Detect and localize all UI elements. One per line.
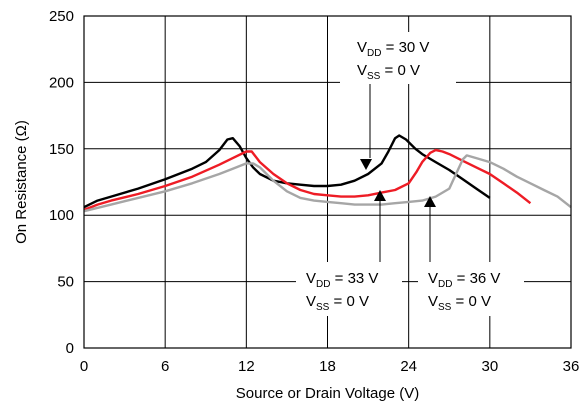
x-tick-label: 12 xyxy=(238,358,255,375)
annotation-background xyxy=(418,262,524,316)
annotation-arrowhead xyxy=(374,190,386,201)
y-tick-label: 100 xyxy=(49,207,74,224)
y-tick-label: 150 xyxy=(49,141,74,158)
annotation-label: VDD = 30 V xyxy=(357,39,429,59)
x-axis-label: Source or Drain Voltage (V) xyxy=(236,385,419,402)
y-tick-label: 0 xyxy=(66,340,74,357)
annotation-background xyxy=(296,262,402,316)
annotation-arrowhead xyxy=(360,159,372,170)
x-tick-label: 30 xyxy=(481,358,498,375)
y-tick-label: 250 xyxy=(49,8,74,25)
annotation-3: VDD = 36 V VSS = 0 V xyxy=(418,196,524,316)
annotation-label: VSS = 0 V xyxy=(428,293,491,313)
tick-labels: 0 6 12 18 24 30 36 0 50 100 150 200 250 xyxy=(49,8,579,375)
plot-frame xyxy=(83,15,572,349)
series-lines xyxy=(83,134,572,213)
y-axis-label: On Resistance (Ω) xyxy=(13,120,30,244)
annotation-arrowhead xyxy=(424,196,436,207)
series-line-2 xyxy=(83,148,532,212)
annotation-1: VDD = 30 V VSS = 0 V xyxy=(340,32,456,170)
x-tick-label: 6 xyxy=(161,358,169,375)
x-tick-label: 36 xyxy=(563,358,580,375)
series-line-3 xyxy=(83,154,572,213)
annotation-label: VDD = 33 V xyxy=(306,270,378,290)
y-tick-label: 200 xyxy=(49,74,74,91)
annotation-2: VDD = 33 V VSS = 0 V xyxy=(296,190,402,316)
annotation-background xyxy=(340,32,456,84)
x-tick-label: 18 xyxy=(319,358,336,375)
series-line-1 xyxy=(83,134,491,209)
x-tick-label: 0 xyxy=(80,358,88,375)
x-tick-label: 24 xyxy=(400,358,417,375)
y-tick-label: 50 xyxy=(57,274,74,291)
annotation-label: VSS = 0 V xyxy=(357,62,420,82)
annotation-label: VSS = 0 V xyxy=(306,293,369,313)
annotation-label: VDD = 36 V xyxy=(428,270,500,290)
